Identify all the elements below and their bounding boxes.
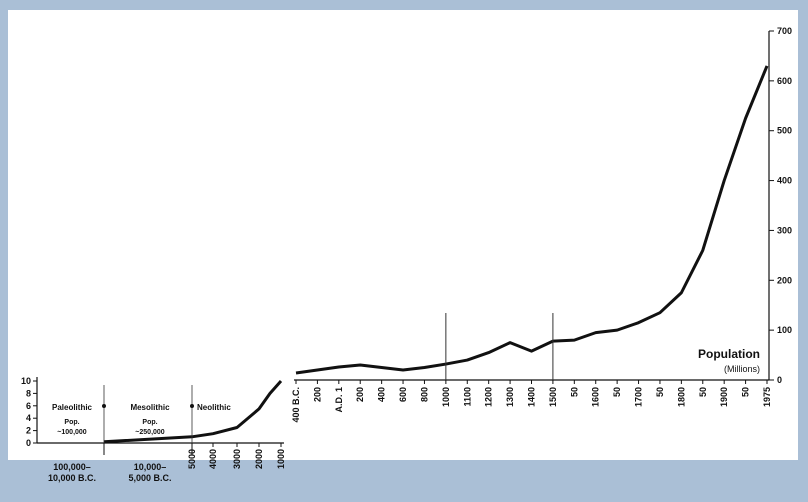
historic-x-tick-label: 1100 [462,387,472,407]
x-range-label-mesolithic-2: 5,000 B.C. [128,473,171,483]
period-name-paleolithic: Paleolithic [52,403,93,412]
historic-x-tick-label: 200 [355,387,365,402]
historic-x-tick-label: 50 [569,387,579,397]
period-pop-label-mesolithic: Pop. [142,419,157,426]
y-axis-title: Population [698,347,760,361]
prehistoric-panel-frame [8,375,294,460]
prehistoric-x-tick-label: 1000 [276,449,286,469]
prehistoric-x-tick-label: 2000 [254,449,264,469]
historic-x-tick-label: 50 [698,387,708,397]
period-pop-label-paleolithic: Pop. [64,419,79,426]
historic-x-tick-label: 400 [377,387,387,402]
historic-x-tick-label: 800 [419,387,429,402]
historic-x-tick-label: 1400 [527,387,537,407]
period-pop-value-mesolithic: ~250,000 [135,429,164,436]
historic-x-tick-label: 200 [312,387,322,402]
x-range-label-mesolithic-1: 10,000– [134,462,167,472]
historic-x-tick-label: 50 [655,387,665,397]
historic-x-tick-label: 50 [612,387,622,397]
x-range-label-paleolithic-2: 10,000 B.C. [48,473,96,483]
x-range-label-paleolithic-1: 100,000– [53,462,91,472]
historic-x-tick-label: 1300 [505,387,515,407]
historic-x-tick-label: 1200 [484,387,494,407]
historic-x-tick-label: 1500 [548,387,558,407]
historic-x-tick-label: 1800 [676,387,686,407]
historic-x-tick-label: 400 B.C. [291,387,301,423]
historic-y-tick-label: 600 [777,76,792,86]
historic-y-tick-label: 300 [777,225,792,235]
historic-x-tick-label: 1700 [634,387,644,407]
prehistoric-x-tick-label: 3000 [232,449,242,469]
historic-y-tick-label: 400 [777,176,792,186]
historic-x-tick-label: 1600 [591,387,601,407]
period-pop-value-paleolithic: ~100,000 [57,429,86,436]
prehistoric-y-tick-label: 10 [21,376,31,386]
historic-x-tick-label: 50 [741,387,751,397]
historic-y-tick-label: 500 [777,126,792,136]
historic-area [296,65,767,381]
historic-y-tick-label: 200 [777,275,792,285]
historic-series-line [295,65,769,375]
prehistoric-x-tick-label: 4000 [208,449,218,469]
prehistoric-x-tick-label: 5000 [187,449,197,469]
historic-x-tick-label: 1000 [441,387,451,407]
prehistoric-y-tick-label: 8 [26,388,31,398]
prehistoric-y-tick-label: 4 [26,413,31,423]
historic-x-tick-label: A.D. 1 [334,387,344,413]
historic-y-tick-label: 700 [777,26,792,36]
historic-x-tick-label: 1975 [762,387,772,407]
y-axis-units: (Millions) [724,364,760,374]
prehistoric-y-tick-label: 0 [26,438,31,448]
period-name-neolithic: Neolithic [197,403,231,412]
historic-y-tick-label: 0 [777,375,782,385]
prehistoric-y-tick-label: 2 [26,426,31,436]
period-name-mesolithic: Mesolithic [130,403,170,412]
prehistoric-area [104,381,281,443]
period-divider-dot [102,404,106,408]
historic-x-tick-label: 600 [398,387,408,402]
historic-x-tick-label: 1900 [719,387,729,407]
prehistoric-y-tick-label: 6 [26,401,31,411]
historic-y-tick-label: 100 [777,325,792,335]
period-divider-dot [190,404,194,408]
